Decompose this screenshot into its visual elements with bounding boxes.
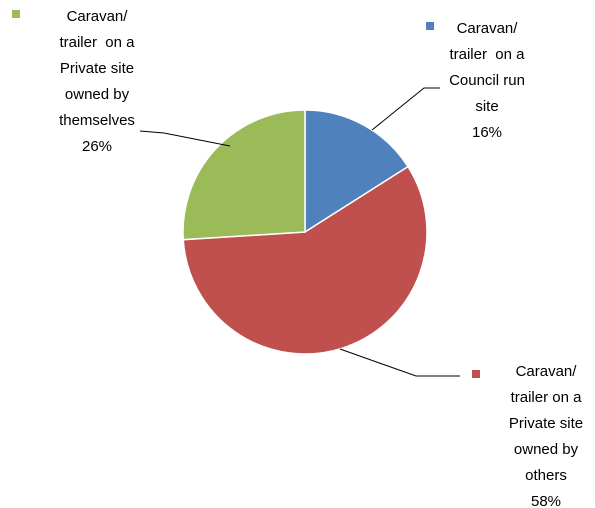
pie-slice — [304, 109, 410, 234]
leader-line — [371, 87, 440, 131]
legend-marker — [426, 22, 434, 30]
value-label: 26% — [81, 138, 113, 155]
legend-marker — [12, 10, 20, 18]
slice-label: Caravan/ trailer on a Private site owned… — [59, 8, 139, 129]
slice-label: Caravan/ trailer on a Council run site — [449, 20, 530, 115]
pie-slice — [182, 109, 306, 241]
value-label: 16% — [471, 124, 503, 141]
legend-marker — [472, 370, 480, 378]
leader-line — [339, 348, 460, 377]
leader-line — [139, 130, 231, 147]
value-label: 58% — [530, 493, 562, 508]
slice-label: Caravan/ trailer on a Private site owned… — [508, 363, 588, 484]
pie-slice — [182, 165, 428, 355]
